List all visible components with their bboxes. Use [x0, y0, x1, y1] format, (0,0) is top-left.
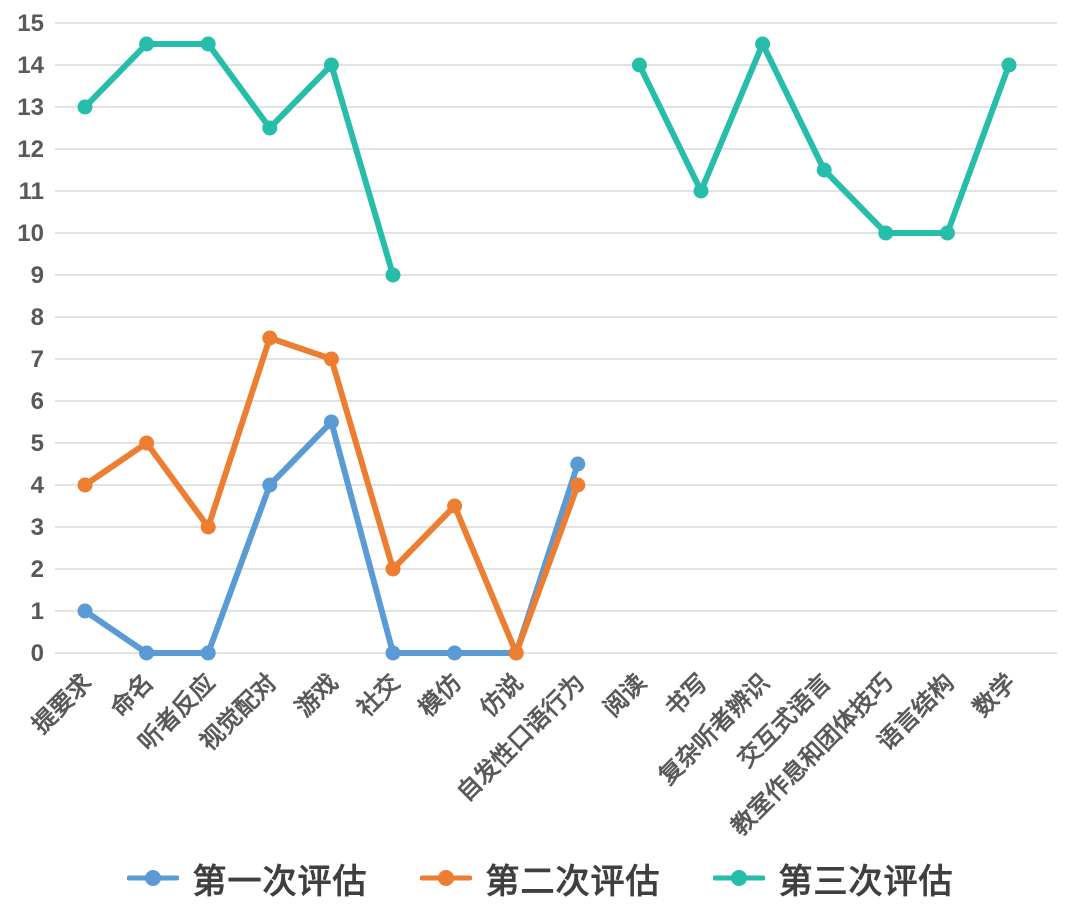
data-point-marker-2 — [631, 57, 647, 73]
x-category-label: 命名 — [105, 668, 159, 722]
y-tick-label: 9 — [31, 262, 44, 289]
data-point-marker-2 — [939, 225, 955, 241]
legend-line-marker-icon — [126, 870, 179, 886]
data-point-marker-2 — [693, 183, 709, 199]
y-tick-label: 4 — [31, 472, 45, 499]
data-point-marker-0 — [385, 645, 401, 661]
y-tick-label: 8 — [31, 304, 44, 331]
x-category-label: 书写 — [660, 669, 713, 722]
data-point-marker-2 — [262, 120, 278, 136]
series-line-2 — [82, 41, 396, 278]
y-tick-label: 13 — [17, 94, 44, 121]
y-tick-label: 3 — [31, 514, 44, 541]
data-point-marker-0 — [447, 645, 463, 661]
chart-legend: 第一次评估 第二次评估 第三次评估 — [0, 842, 1080, 914]
data-point-marker-2 — [816, 162, 832, 178]
legend-item: 第一次评估 — [126, 854, 368, 903]
data-point-marker-1 — [570, 477, 586, 493]
x-category-label: 数学 — [968, 668, 1022, 722]
data-point-marker-0 — [139, 645, 155, 661]
data-point-marker-2 — [77, 99, 93, 115]
legend-line-marker-icon — [712, 870, 765, 886]
y-tick-label: 6 — [31, 388, 44, 415]
data-point-marker-1 — [139, 435, 155, 451]
y-tick-label: 10 — [17, 220, 44, 247]
legend-item: 第三次评估 — [712, 854, 954, 903]
data-point-marker-0 — [262, 477, 278, 493]
data-point-marker-2 — [323, 57, 339, 73]
data-point-marker-2 — [878, 225, 894, 241]
series-line-2 — [636, 41, 1012, 236]
x-category-label: 游戏 — [290, 668, 344, 722]
data-point-marker-1 — [447, 498, 463, 514]
data-point-marker-0 — [570, 456, 586, 472]
data-point-marker-1 — [508, 645, 524, 661]
data-point-marker-1 — [262, 330, 278, 346]
series-line-1 — [82, 335, 581, 656]
data-point-marker-2 — [385, 267, 401, 283]
data-point-marker-2 — [139, 36, 155, 52]
legend-item: 第二次评估 — [419, 854, 661, 903]
data-point-marker-2 — [755, 36, 771, 52]
data-point-marker-0 — [77, 603, 93, 619]
y-tick-label: 14 — [17, 52, 44, 79]
x-category-label: 模仿 — [414, 669, 467, 722]
legend-label: 第一次评估 — [192, 862, 368, 901]
legend-label: 第三次评估 — [778, 862, 954, 901]
data-point-marker-1 — [385, 561, 401, 577]
data-point-marker-2 — [200, 36, 216, 52]
y-tick-label: 7 — [31, 346, 44, 373]
data-point-marker-2 — [1001, 57, 1017, 73]
y-tick-label: 5 — [31, 430, 44, 457]
y-tick-label: 1 — [31, 598, 44, 625]
x-category-label: 提要求 — [27, 669, 97, 739]
chart-plot-area: 0123456789101112131415提要求 命名听者反应视觉配对 游戏 社交模… — [17, 10, 1057, 841]
data-point-marker-1 — [200, 519, 216, 535]
legend-label: 第二次评估 — [485, 862, 661, 901]
y-tick-label: 15 — [17, 10, 44, 37]
y-tick-label: 2 — [31, 556, 44, 583]
x-category-label: 仿说 — [475, 668, 529, 722]
x-category-label: 阅读 — [599, 669, 652, 722]
y-tick-label: 0 — [31, 640, 44, 667]
data-point-marker-0 — [323, 414, 339, 430]
x-category-label: 社交 — [352, 668, 406, 722]
data-point-marker-1 — [77, 477, 93, 493]
y-tick-label: 12 — [17, 136, 44, 163]
legend-line-marker-icon — [419, 870, 472, 886]
data-point-marker-0 — [200, 645, 216, 661]
data-point-marker-1 — [323, 351, 339, 367]
y-tick-label: 11 — [19, 178, 44, 205]
